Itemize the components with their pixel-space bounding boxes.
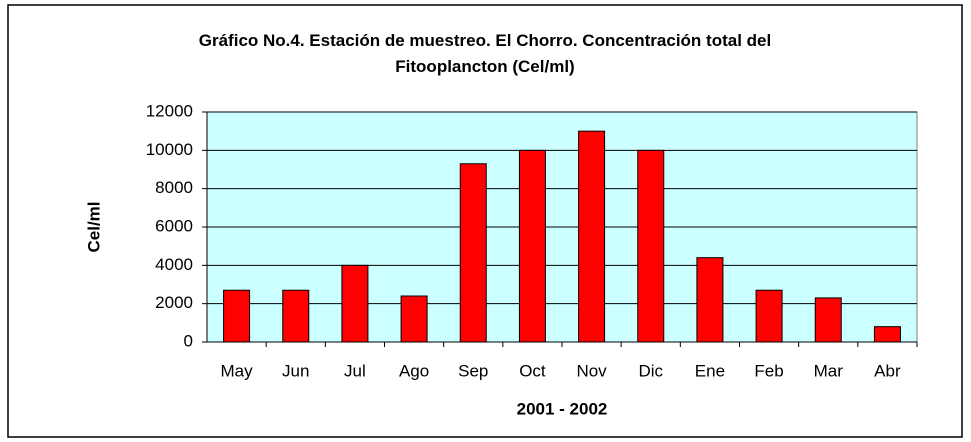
x-tick-label: Sep [458,361,488,380]
y-tick-label: 4000 [155,255,193,274]
x-tick-label: Abr [874,361,901,380]
x-tick-label: Ago [399,361,429,380]
y-tick-label: 0 [184,331,193,350]
x-tick-label: May [221,361,254,380]
x-tick-label: Mar [814,361,844,380]
y-tick-label: 6000 [155,216,193,235]
y-tick-label: 8000 [155,178,193,197]
x-tick-label: Oct [519,361,546,380]
y-tick-label: 12000 [146,101,193,120]
bar [873,326,901,343]
bar [459,163,487,343]
bar [341,264,369,343]
bar [814,297,842,343]
x-tick-label: Nov [576,361,607,380]
x-tick-label: Dic [638,361,663,380]
chart-title: Gráfico No.4. Estación de muestreo. El C… [198,31,772,76]
y-tick-label: 2000 [155,293,193,312]
bar [637,149,665,343]
x-tick-label: Jul [344,361,366,380]
bar [223,289,251,343]
x-axis-label: 2001 - 2002 [517,399,608,418]
bar [282,289,310,343]
y-axis-label: Cel/ml [84,201,103,252]
x-tick-label: Jun [282,361,309,380]
x-tick-label: Feb [754,361,783,380]
x-tick-label: Ene [695,361,725,380]
bar [400,295,428,343]
y-tick-label: 10000 [146,140,193,159]
bar [696,257,724,343]
bar [755,289,783,343]
bar [578,130,606,343]
bar [518,149,546,343]
